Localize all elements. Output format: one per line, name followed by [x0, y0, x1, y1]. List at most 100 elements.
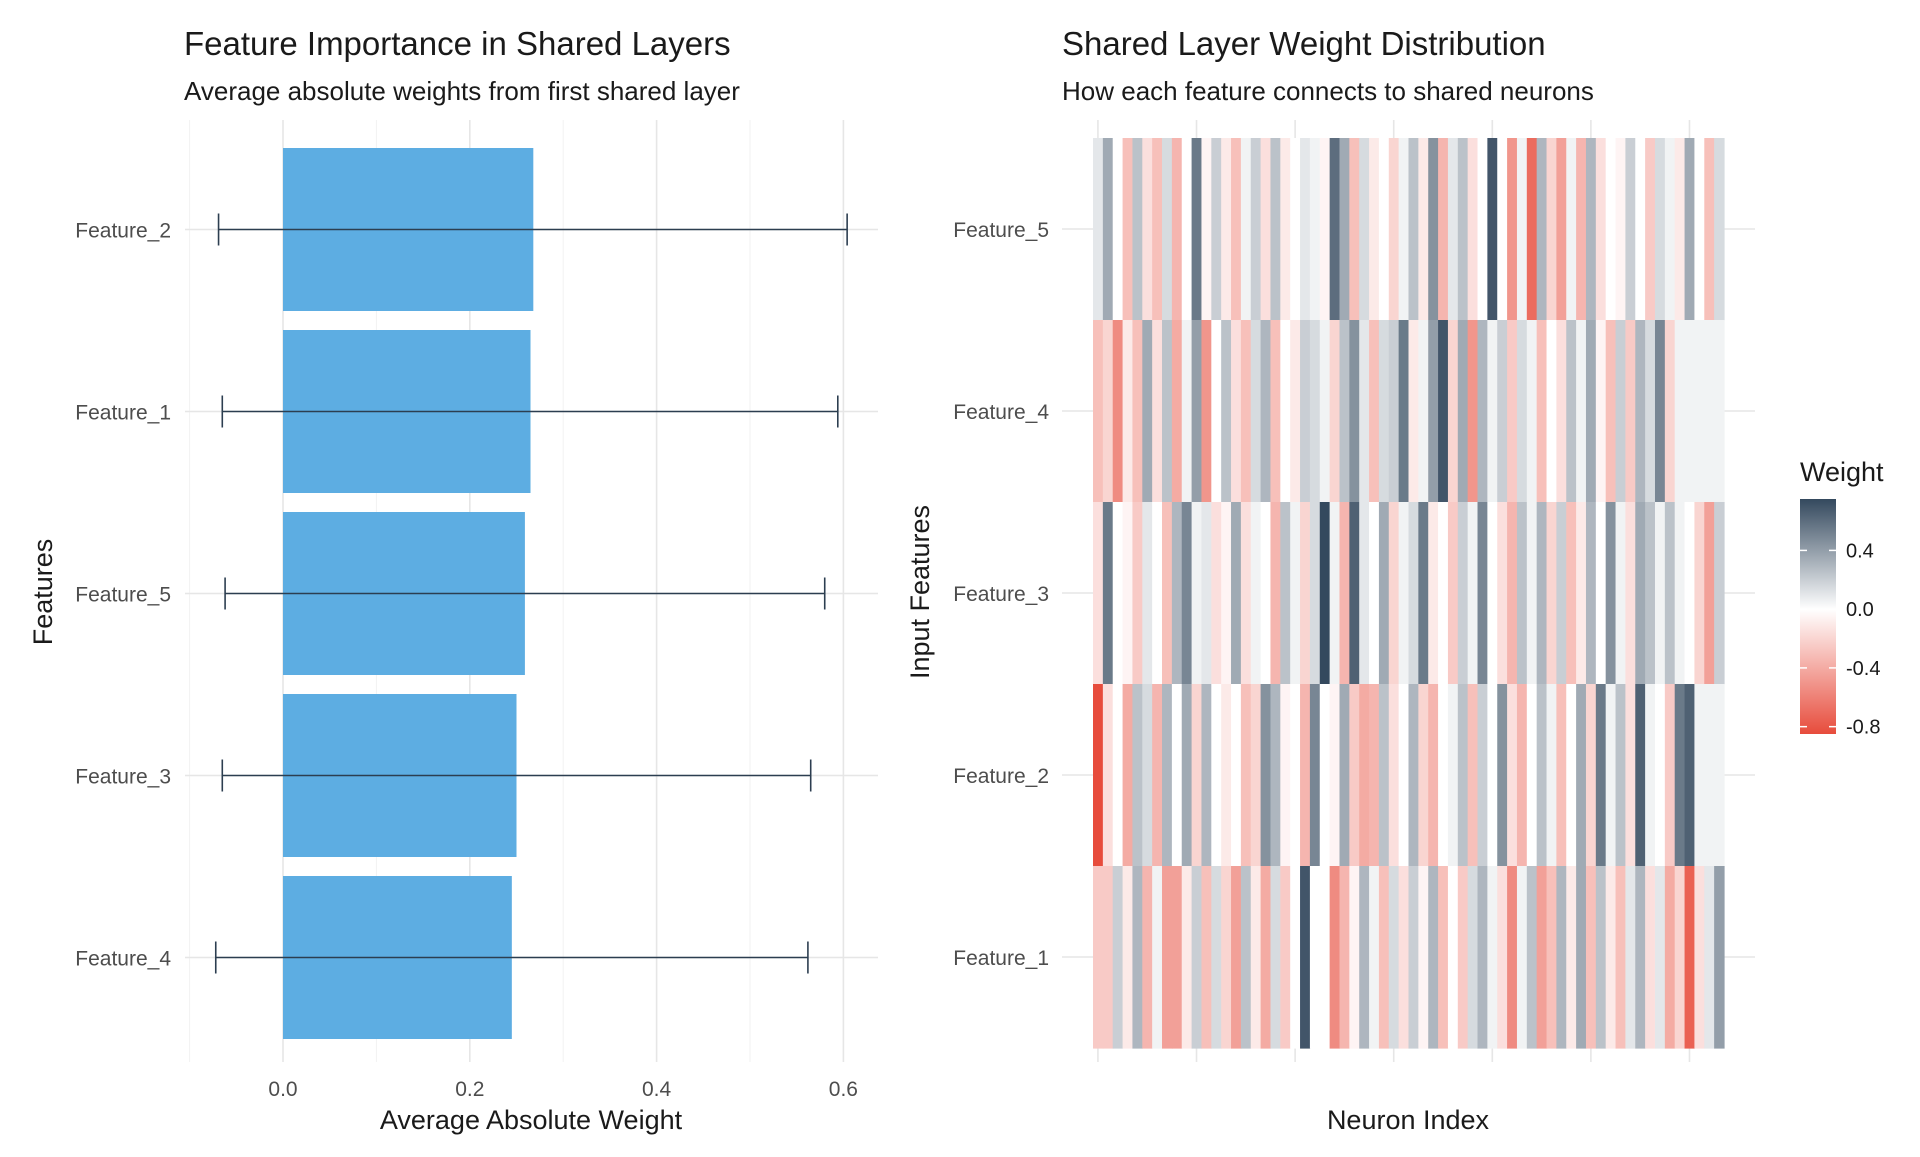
heatmap-cell: [1467, 502, 1479, 685]
heatmap-cell: [1319, 320, 1331, 503]
heatmap-cell: [1684, 320, 1696, 503]
heatmap-cell: [1704, 320, 1715, 503]
left-errorbars: [214, 213, 848, 974]
heatmap-cell: [1300, 684, 1311, 867]
heatmap-cell: [1231, 320, 1242, 503]
heatmap-cell: [1201, 502, 1212, 685]
heatmap-cell: [1388, 138, 1400, 321]
heatmap-cell: [1309, 866, 1321, 1049]
heatmap-cell: [1566, 866, 1577, 1049]
heatmap-cell: [1181, 866, 1193, 1049]
heatmap-cell: [1122, 320, 1134, 503]
heatmap-cell: [1516, 684, 1528, 867]
heatmap-cell: [1142, 320, 1153, 503]
heatmap-cell: [1457, 502, 1469, 685]
right-chart-subtitle: How each feature connects to shared neur…: [1062, 76, 1594, 106]
heatmap-cell: [1487, 502, 1498, 685]
heatmap-cell: [1447, 138, 1459, 321]
heatmap-cell: [1635, 320, 1646, 503]
heatmap-cell: [1102, 138, 1114, 321]
heatmap-cell: [1635, 138, 1646, 321]
heatmap-cell: [1694, 138, 1705, 321]
heatmap-cell: [1349, 866, 1360, 1049]
heatmap-cell: [1378, 684, 1390, 867]
heatmap-cell: [1250, 502, 1262, 685]
heatmap-cell: [1398, 138, 1410, 321]
heatmap-cell: [1221, 320, 1232, 503]
heatmap-cell: [1526, 320, 1538, 503]
heatmap-cell: [1714, 502, 1725, 685]
heatmap-cell: [1487, 138, 1498, 321]
heatmap-cell: [1122, 866, 1134, 1049]
heatmap-cell: [1132, 684, 1143, 867]
heatmap-cell: [1398, 320, 1410, 503]
heatmap-cell: [1093, 138, 1104, 321]
heatmap-cell: [1270, 502, 1281, 685]
heatmap-cell: [1349, 320, 1360, 503]
heatmap-cell: [1428, 320, 1439, 503]
heatmap-cell: [1615, 320, 1627, 503]
heatmap-cell: [1211, 320, 1222, 503]
heatmap-cell: [1625, 502, 1636, 685]
heatmap-cell: [1664, 502, 1676, 685]
heatmap-cell: [1595, 866, 1607, 1049]
heatmap-cell: [1112, 138, 1124, 321]
legend-ticks: 0.4 0.0 -0.4 -0.8: [1800, 540, 1880, 739]
heatmap-cell: [1566, 502, 1577, 685]
heatmap-cell: [1093, 866, 1104, 1049]
heatmap-cell: [1546, 320, 1557, 503]
heatmap-cell: [1240, 320, 1252, 503]
heatmap-cell: [1615, 866, 1627, 1049]
heatmap-cell: [1339, 866, 1350, 1049]
heatmap-cell: [1152, 138, 1163, 321]
heatmap-cell: [1270, 866, 1281, 1049]
heatmap-cell: [1211, 866, 1222, 1049]
heatmap-cell: [1142, 866, 1153, 1049]
heatmap-cell: [1418, 866, 1429, 1049]
legend-tick-label: 0.0: [1846, 599, 1874, 621]
heatmap-cell: [1408, 138, 1419, 321]
heatmap-cell: [1605, 320, 1617, 503]
heatmap-cell: [1536, 320, 1548, 503]
heatmap-cell: [1329, 138, 1341, 321]
heatmap-cell: [1438, 320, 1449, 503]
heatmap-cell: [1714, 138, 1725, 321]
weight-distribution-heatmap: Shared Layer Weight Distribution How eac…: [905, 25, 1884, 1135]
heatmap-cell: [1447, 866, 1459, 1049]
y-tick-label: Feature_1: [75, 402, 171, 425]
heatmap-cell: [1191, 320, 1203, 503]
heatmap-cell: [1684, 866, 1696, 1049]
heatmap-cell: [1240, 502, 1252, 685]
heatmap-cell: [1654, 684, 1666, 867]
heatmap-cell: [1684, 502, 1696, 685]
heatmap-cell: [1516, 320, 1528, 503]
heatmap-cell: [1467, 684, 1479, 867]
heatmap-cell: [1102, 684, 1114, 867]
heatmap-cell: [1221, 502, 1232, 685]
heatmap-cell: [1250, 138, 1262, 321]
heatmap-cell: [1438, 866, 1449, 1049]
heatmap-cell: [1477, 684, 1488, 867]
heatmap-cell: [1467, 320, 1479, 503]
heatmap-cell: [1388, 866, 1400, 1049]
heatmap-cell: [1152, 866, 1163, 1049]
left-chart-title: Feature Importance in Shared Layers: [184, 25, 731, 62]
heatmap-cell: [1250, 320, 1262, 503]
heatmap-cell: [1408, 684, 1419, 867]
heatmap-cell: [1408, 866, 1419, 1049]
heatmap-cell: [1270, 684, 1281, 867]
heatmap-cell: [1694, 684, 1705, 867]
heatmap-cell: [1132, 866, 1143, 1049]
heatmap-cell: [1211, 684, 1222, 867]
heatmap-cell: [1329, 866, 1341, 1049]
heatmap-cell: [1674, 138, 1686, 321]
heatmap-cell: [1507, 138, 1518, 321]
heatmap-cell: [1260, 138, 1272, 321]
heatmap-cell: [1191, 684, 1203, 867]
heatmap-cell: [1201, 684, 1212, 867]
heatmap-cell: [1714, 684, 1725, 867]
heatmap-cell: [1674, 320, 1686, 503]
heatmap-cell: [1654, 138, 1666, 321]
heatmap-cell: [1349, 684, 1360, 867]
